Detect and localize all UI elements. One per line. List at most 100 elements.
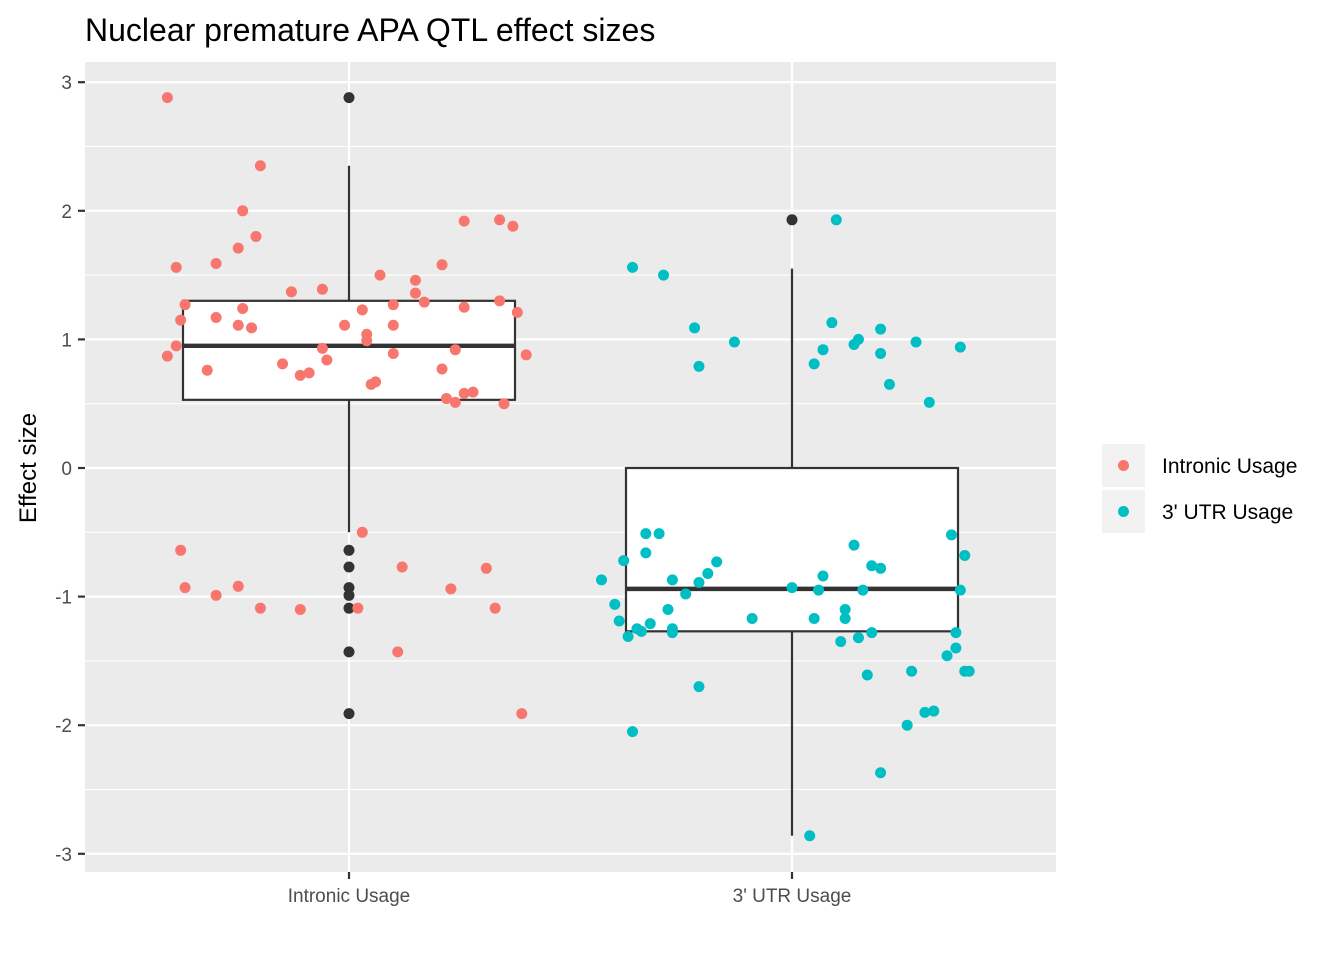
x-axis: Intronic Usage 3' UTR Usage <box>288 872 852 907</box>
legend-item-1: 3' UTR Usage <box>1102 490 1293 533</box>
data-point <box>959 549 971 561</box>
data-point <box>254 160 266 172</box>
data-point <box>250 231 262 243</box>
data-point <box>826 317 838 329</box>
data-point <box>489 602 501 614</box>
data-point <box>875 562 887 574</box>
data-point <box>356 526 368 538</box>
data-point <box>254 602 266 614</box>
data-point <box>458 387 470 399</box>
data-point <box>658 269 670 281</box>
data-point <box>928 705 940 717</box>
data-point <box>857 584 869 596</box>
data-point <box>511 306 523 318</box>
data-point <box>507 220 519 232</box>
data-point <box>409 287 421 299</box>
data-point <box>702 567 714 579</box>
boxplot-0 <box>181 92 517 720</box>
data-point <box>622 630 634 642</box>
data-point <box>356 304 368 316</box>
data-point <box>210 258 222 270</box>
data-point <box>693 360 705 372</box>
data-point <box>839 603 851 615</box>
data-point <box>201 364 213 376</box>
data-point <box>609 598 621 610</box>
data-point <box>817 570 829 582</box>
data-point <box>875 348 887 360</box>
data-point <box>396 561 408 573</box>
data-point <box>418 296 430 308</box>
data-point <box>175 314 187 326</box>
data-point <box>666 627 678 639</box>
data-point <box>170 340 182 352</box>
data-point <box>875 767 887 779</box>
data-point <box>662 603 674 615</box>
data-point <box>945 529 957 541</box>
x-tick-label: Intronic Usage <box>288 886 411 907</box>
data-point <box>387 299 399 311</box>
legend-item-0: Intronic Usage <box>1102 444 1297 487</box>
data-point <box>170 261 182 273</box>
y-tick-label: 1 <box>61 330 72 351</box>
data-point <box>817 344 829 356</box>
legend-key-swatch <box>1118 506 1129 517</box>
data-point <box>445 583 457 595</box>
data-point <box>866 627 878 639</box>
data-point <box>746 612 758 624</box>
data-point <box>316 283 328 295</box>
data-point <box>161 92 173 104</box>
data-point <box>711 556 723 568</box>
data-point <box>644 618 656 630</box>
data-point <box>294 603 306 615</box>
data-point <box>498 398 510 410</box>
data-point <box>392 646 404 658</box>
y-tick-label: -1 <box>55 588 72 609</box>
data-point <box>494 214 506 226</box>
data-point <box>653 528 665 540</box>
data-point <box>321 354 333 366</box>
outlier-point <box>343 544 355 556</box>
data-point <box>520 349 532 361</box>
data-point <box>693 681 705 693</box>
data-point <box>954 341 966 353</box>
jitter-points <box>161 92 975 842</box>
data-point <box>516 708 528 720</box>
data-point <box>374 269 386 281</box>
box-iqr <box>181 299 517 401</box>
data-point <box>480 562 492 574</box>
data-point <box>596 574 608 586</box>
data-point <box>316 342 328 354</box>
data-point <box>950 627 962 639</box>
x-tick-label: 3' UTR Usage <box>733 886 852 907</box>
data-point <box>866 560 878 572</box>
data-point <box>237 205 249 217</box>
data-point <box>387 348 399 360</box>
outlier-point <box>343 602 355 614</box>
y-axis-title: Effect size <box>15 413 42 523</box>
data-point <box>210 589 222 601</box>
data-point <box>440 393 452 405</box>
data-point <box>436 259 448 271</box>
data-point <box>786 582 798 594</box>
data-point <box>883 378 895 390</box>
boxplots <box>181 92 960 836</box>
data-point <box>232 319 244 331</box>
chart-title: Nuclear premature APA QTL effect sizes <box>85 12 655 48</box>
data-point <box>232 580 244 592</box>
data-point <box>246 322 258 334</box>
data-point <box>640 528 652 540</box>
data-point <box>361 335 373 347</box>
data-point <box>237 303 249 315</box>
data-point <box>839 612 851 624</box>
data-point <box>808 612 820 624</box>
data-point <box>910 336 922 348</box>
outlier-point <box>343 589 355 601</box>
data-point <box>640 547 652 559</box>
data-point <box>635 625 647 637</box>
data-point <box>950 642 962 654</box>
data-point <box>339 319 351 331</box>
data-point <box>963 665 975 677</box>
outlier-point <box>786 214 798 226</box>
data-point <box>830 214 842 226</box>
